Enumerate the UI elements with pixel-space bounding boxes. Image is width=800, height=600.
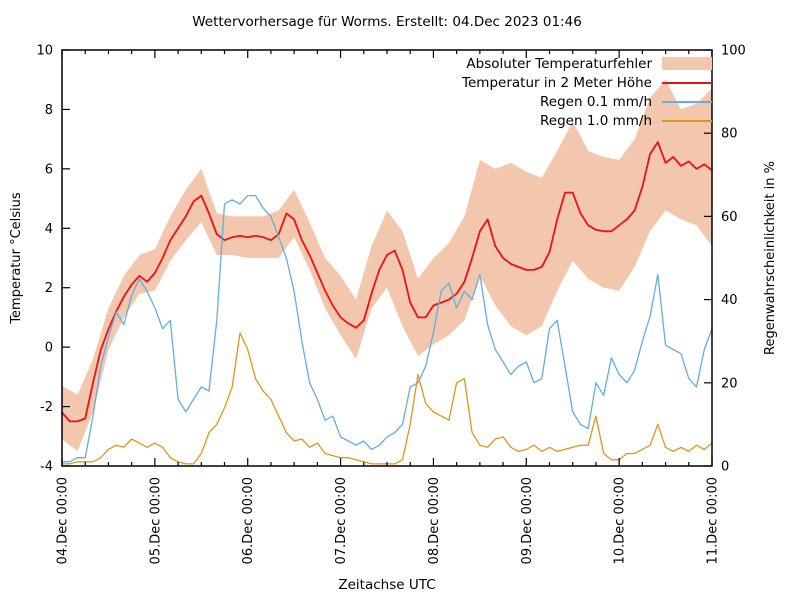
- chart-title: Wettervorhersage für Worms. Erstellt: 04…: [192, 14, 582, 30]
- legend-item-rain-10: Regen 1.0 mm/h: [462, 111, 712, 130]
- y-left-tick-label: -2: [40, 400, 53, 415]
- rain-10-line: [61, 332, 713, 465]
- x-tick-label: 04.Dec 00:00: [56, 477, 71, 564]
- x-axis-title: Zeitachse UTC: [338, 577, 436, 593]
- legend-swatch-error-band: [662, 57, 712, 70]
- rain-01-line: [61, 194, 713, 463]
- y-right-tick-label: 100: [721, 44, 746, 59]
- x-tick-label: 05.Dec 00:00: [148, 477, 163, 564]
- x-tick-label: 11.Dec 00:00: [706, 477, 721, 564]
- x-tick-label: 07.Dec 00:00: [334, 477, 349, 564]
- temperature-line: [61, 141, 713, 423]
- y-right-tick-label: 80: [721, 127, 738, 142]
- legend-label-rain-01: Regen 0.1 mm/h: [540, 93, 652, 110]
- x-tick-label: 06.Dec 00:00: [241, 477, 256, 564]
- y-right-tick-label: 0: [721, 460, 729, 475]
- y-left-tick-label: 8: [45, 103, 53, 118]
- y-left-tick-label: 0: [45, 341, 53, 356]
- y-right-tick-label: 20: [721, 376, 738, 391]
- x-tick-label: 10.Dec 00:00: [613, 477, 628, 564]
- legend-swatch-rain-01: [662, 100, 712, 103]
- legend-label-rain-10: Regen 1.0 mm/h: [540, 112, 652, 129]
- legend-item-error-band: Absoluter Temperaturfehler: [462, 54, 712, 73]
- y-left-tick-label: 6: [45, 162, 53, 177]
- y-right-tick-label: 60: [721, 210, 738, 225]
- temperature-error-band: [62, 79, 712, 452]
- y-left-tick-label: 4: [45, 222, 53, 237]
- legend-swatch-rain-10: [662, 119, 712, 122]
- y-left-tick-label: 10: [36, 44, 53, 59]
- x-tick-label: 08.Dec 00:00: [427, 477, 442, 564]
- legend-item-rain-01: Regen 0.1 mm/h: [462, 92, 712, 111]
- legend: Absoluter Temperaturfehler Temperatur in…: [462, 54, 712, 130]
- legend-label-error-band: Absoluter Temperaturfehler: [466, 55, 652, 72]
- y-left-axis-title: Temperatur °Celsius: [9, 192, 24, 325]
- legend-item-temperature: Temperatur in 2 Meter Höhe: [462, 73, 712, 92]
- x-tick-label: 09.Dec 00:00: [520, 477, 535, 564]
- y-right-axis-title: Regenwahrscheinlichkeit in %: [763, 161, 778, 355]
- y-left-tick-label: -4: [40, 460, 53, 475]
- legend-swatch-temperature: [662, 81, 712, 84]
- legend-label-temperature: Temperatur in 2 Meter Höhe: [462, 74, 652, 91]
- y-right-tick-label: 40: [721, 293, 738, 308]
- y-left-tick-label: 2: [45, 281, 53, 296]
